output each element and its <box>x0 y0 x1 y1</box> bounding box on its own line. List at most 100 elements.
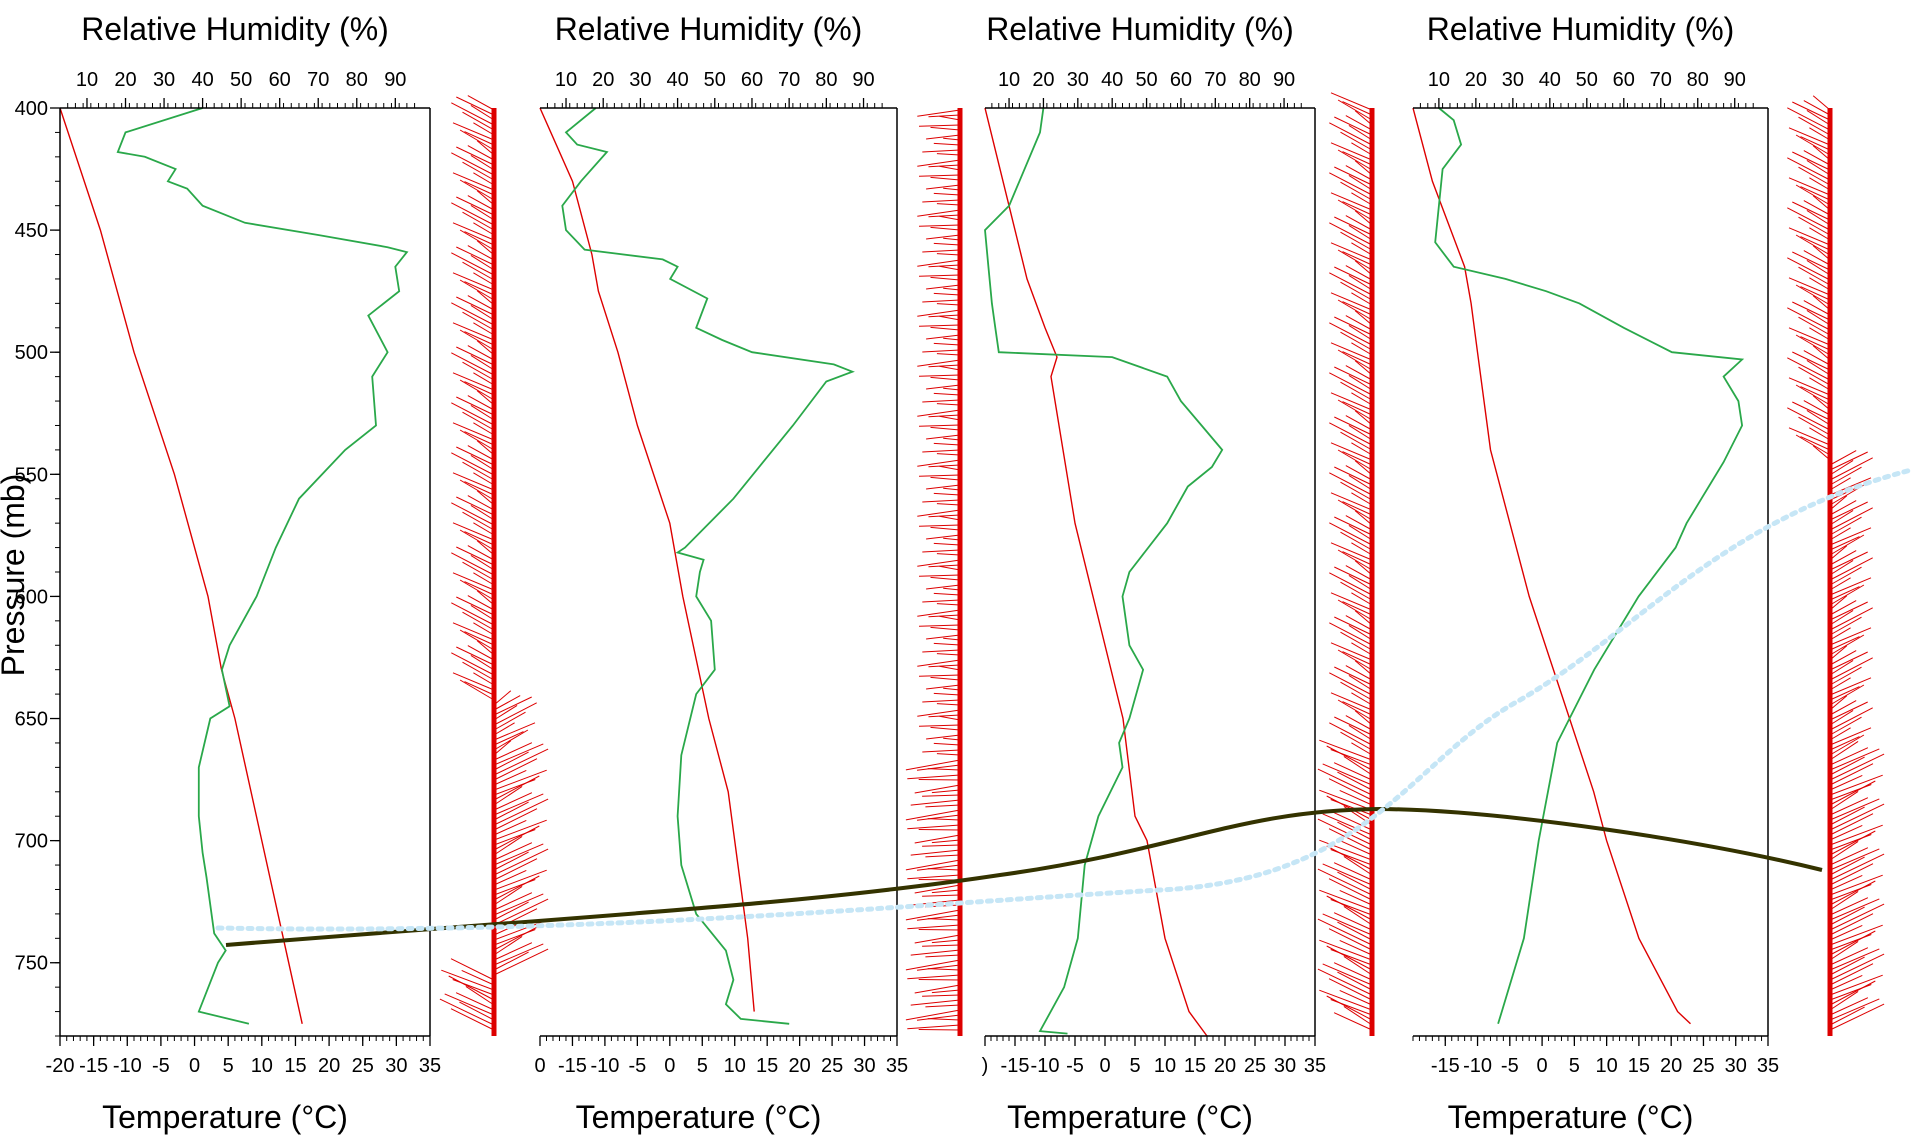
wind-barb <box>1829 906 1865 926</box>
wind-barb <box>910 849 961 856</box>
wind-barb <box>1787 157 1831 181</box>
rh-tick-label: 70 <box>1650 69 1672 91</box>
wind-barb <box>930 676 961 681</box>
wind-barb <box>928 514 961 518</box>
wind-barb <box>943 237 961 241</box>
wind-barb <box>461 969 495 986</box>
temp-tick-label: -10 <box>113 1055 142 1077</box>
wind-barb <box>1337 249 1373 271</box>
wind-barb <box>452 122 495 141</box>
wind-barb <box>922 994 961 997</box>
wind-barb <box>1829 974 1863 991</box>
wind-barb <box>922 894 961 897</box>
wind-barb <box>493 740 512 756</box>
wind-barb <box>1829 600 1857 616</box>
wind-barb <box>493 702 537 726</box>
wind-barb <box>464 431 495 446</box>
wind-barb <box>476 390 495 406</box>
wind-barb <box>918 779 961 781</box>
rh-tick-label: 30 <box>1502 69 1524 91</box>
wind-barb <box>1319 739 1373 761</box>
rh-tick-label: 70 <box>1204 69 1226 91</box>
relative-humidity-line <box>984 107 1224 1035</box>
relative-humidity-line <box>1434 107 1745 1025</box>
wind-barb <box>939 465 961 471</box>
wind-barb <box>918 574 961 577</box>
rh-axis-title: Relative Humidity (%) <box>81 11 389 47</box>
wind-barb <box>1329 272 1373 296</box>
wind-barb <box>1829 557 1873 581</box>
wind-barb <box>493 858 538 881</box>
wind-barb <box>1337 599 1373 621</box>
wind-barb <box>1326 945 1373 971</box>
wind-barb <box>1795 234 1831 256</box>
wind-barb <box>1829 716 1862 736</box>
temp-tick-label: 0 <box>534 1055 545 1077</box>
wind-barb <box>1795 134 1831 156</box>
wind-barb <box>1792 151 1831 171</box>
wind-barb <box>1829 650 1857 666</box>
wind-barb <box>926 334 961 340</box>
wind-barb <box>1829 774 1883 796</box>
wind-barb <box>473 172 495 186</box>
wind-barb <box>930 426 961 431</box>
wind-barb <box>1829 584 1865 606</box>
wind-barb <box>473 372 495 386</box>
wind-barb <box>916 964 961 971</box>
wind-barb <box>467 145 495 161</box>
wind-barb <box>1334 366 1373 386</box>
rh-tick-label: 20 <box>592 69 614 91</box>
rh-tick-label: 80 <box>346 69 368 91</box>
wind-barb <box>1829 913 1874 936</box>
wind-barb <box>928 114 961 118</box>
wind-barb <box>936 203 961 206</box>
temp-tick-label: 25 <box>821 1055 843 1077</box>
temp-tick-label: 5 <box>1129 1055 1140 1077</box>
wind-barb <box>1351 292 1373 306</box>
wind-barb <box>1829 798 1880 821</box>
wind-barb <box>914 984 961 994</box>
wind-barb <box>1829 874 1863 891</box>
wind-barb <box>1354 110 1373 126</box>
wind-barb <box>1800 336 1831 351</box>
rh-tick-label: 30 <box>153 69 175 91</box>
wind-barb <box>933 142 961 146</box>
wind-barb <box>1351 542 1373 556</box>
wind-barb <box>1342 601 1373 616</box>
temp-tick-label: -10 <box>1463 1055 1492 1077</box>
wind-barb <box>1806 259 1831 276</box>
wind-barb <box>925 804 961 808</box>
wind-barb <box>1787 257 1831 281</box>
wind-barb <box>931 889 961 894</box>
wind-barb <box>464 631 495 646</box>
wind-barb <box>470 354 495 371</box>
wind-barb <box>493 848 549 876</box>
wind-barb <box>493 948 549 976</box>
wind-barb <box>493 748 549 776</box>
wind-barb <box>939 315 961 321</box>
wind-barb <box>1829 780 1876 806</box>
wind-barb <box>476 590 495 606</box>
wind-barb <box>456 396 495 416</box>
wind-barb <box>473 322 495 336</box>
temperature-line <box>1412 107 1691 1025</box>
wind-barb <box>467 595 495 611</box>
wind-barb <box>1345 215 1373 231</box>
wind-barb <box>1348 474 1373 491</box>
wind-barb <box>922 944 961 947</box>
rh-tick-label: 90 <box>1273 69 1295 91</box>
rh-axis-title: Relative Humidity (%) <box>555 11 863 47</box>
wind-barb <box>1354 160 1373 176</box>
wind-barb <box>1829 534 1865 556</box>
wind-barb <box>926 234 961 240</box>
wind-barb <box>462 211 495 231</box>
temp-tick-label: 30 <box>385 1055 407 1077</box>
wind-barb <box>1809 327 1831 341</box>
wind-barb <box>917 709 961 717</box>
wind-barb <box>939 365 961 371</box>
temp-tick-label: 25 <box>1244 1055 1266 1077</box>
wind-barb <box>1345 465 1373 481</box>
wind-barb <box>1829 963 1874 986</box>
wind-barb <box>928 714 961 718</box>
wind-barb <box>1337 649 1373 671</box>
